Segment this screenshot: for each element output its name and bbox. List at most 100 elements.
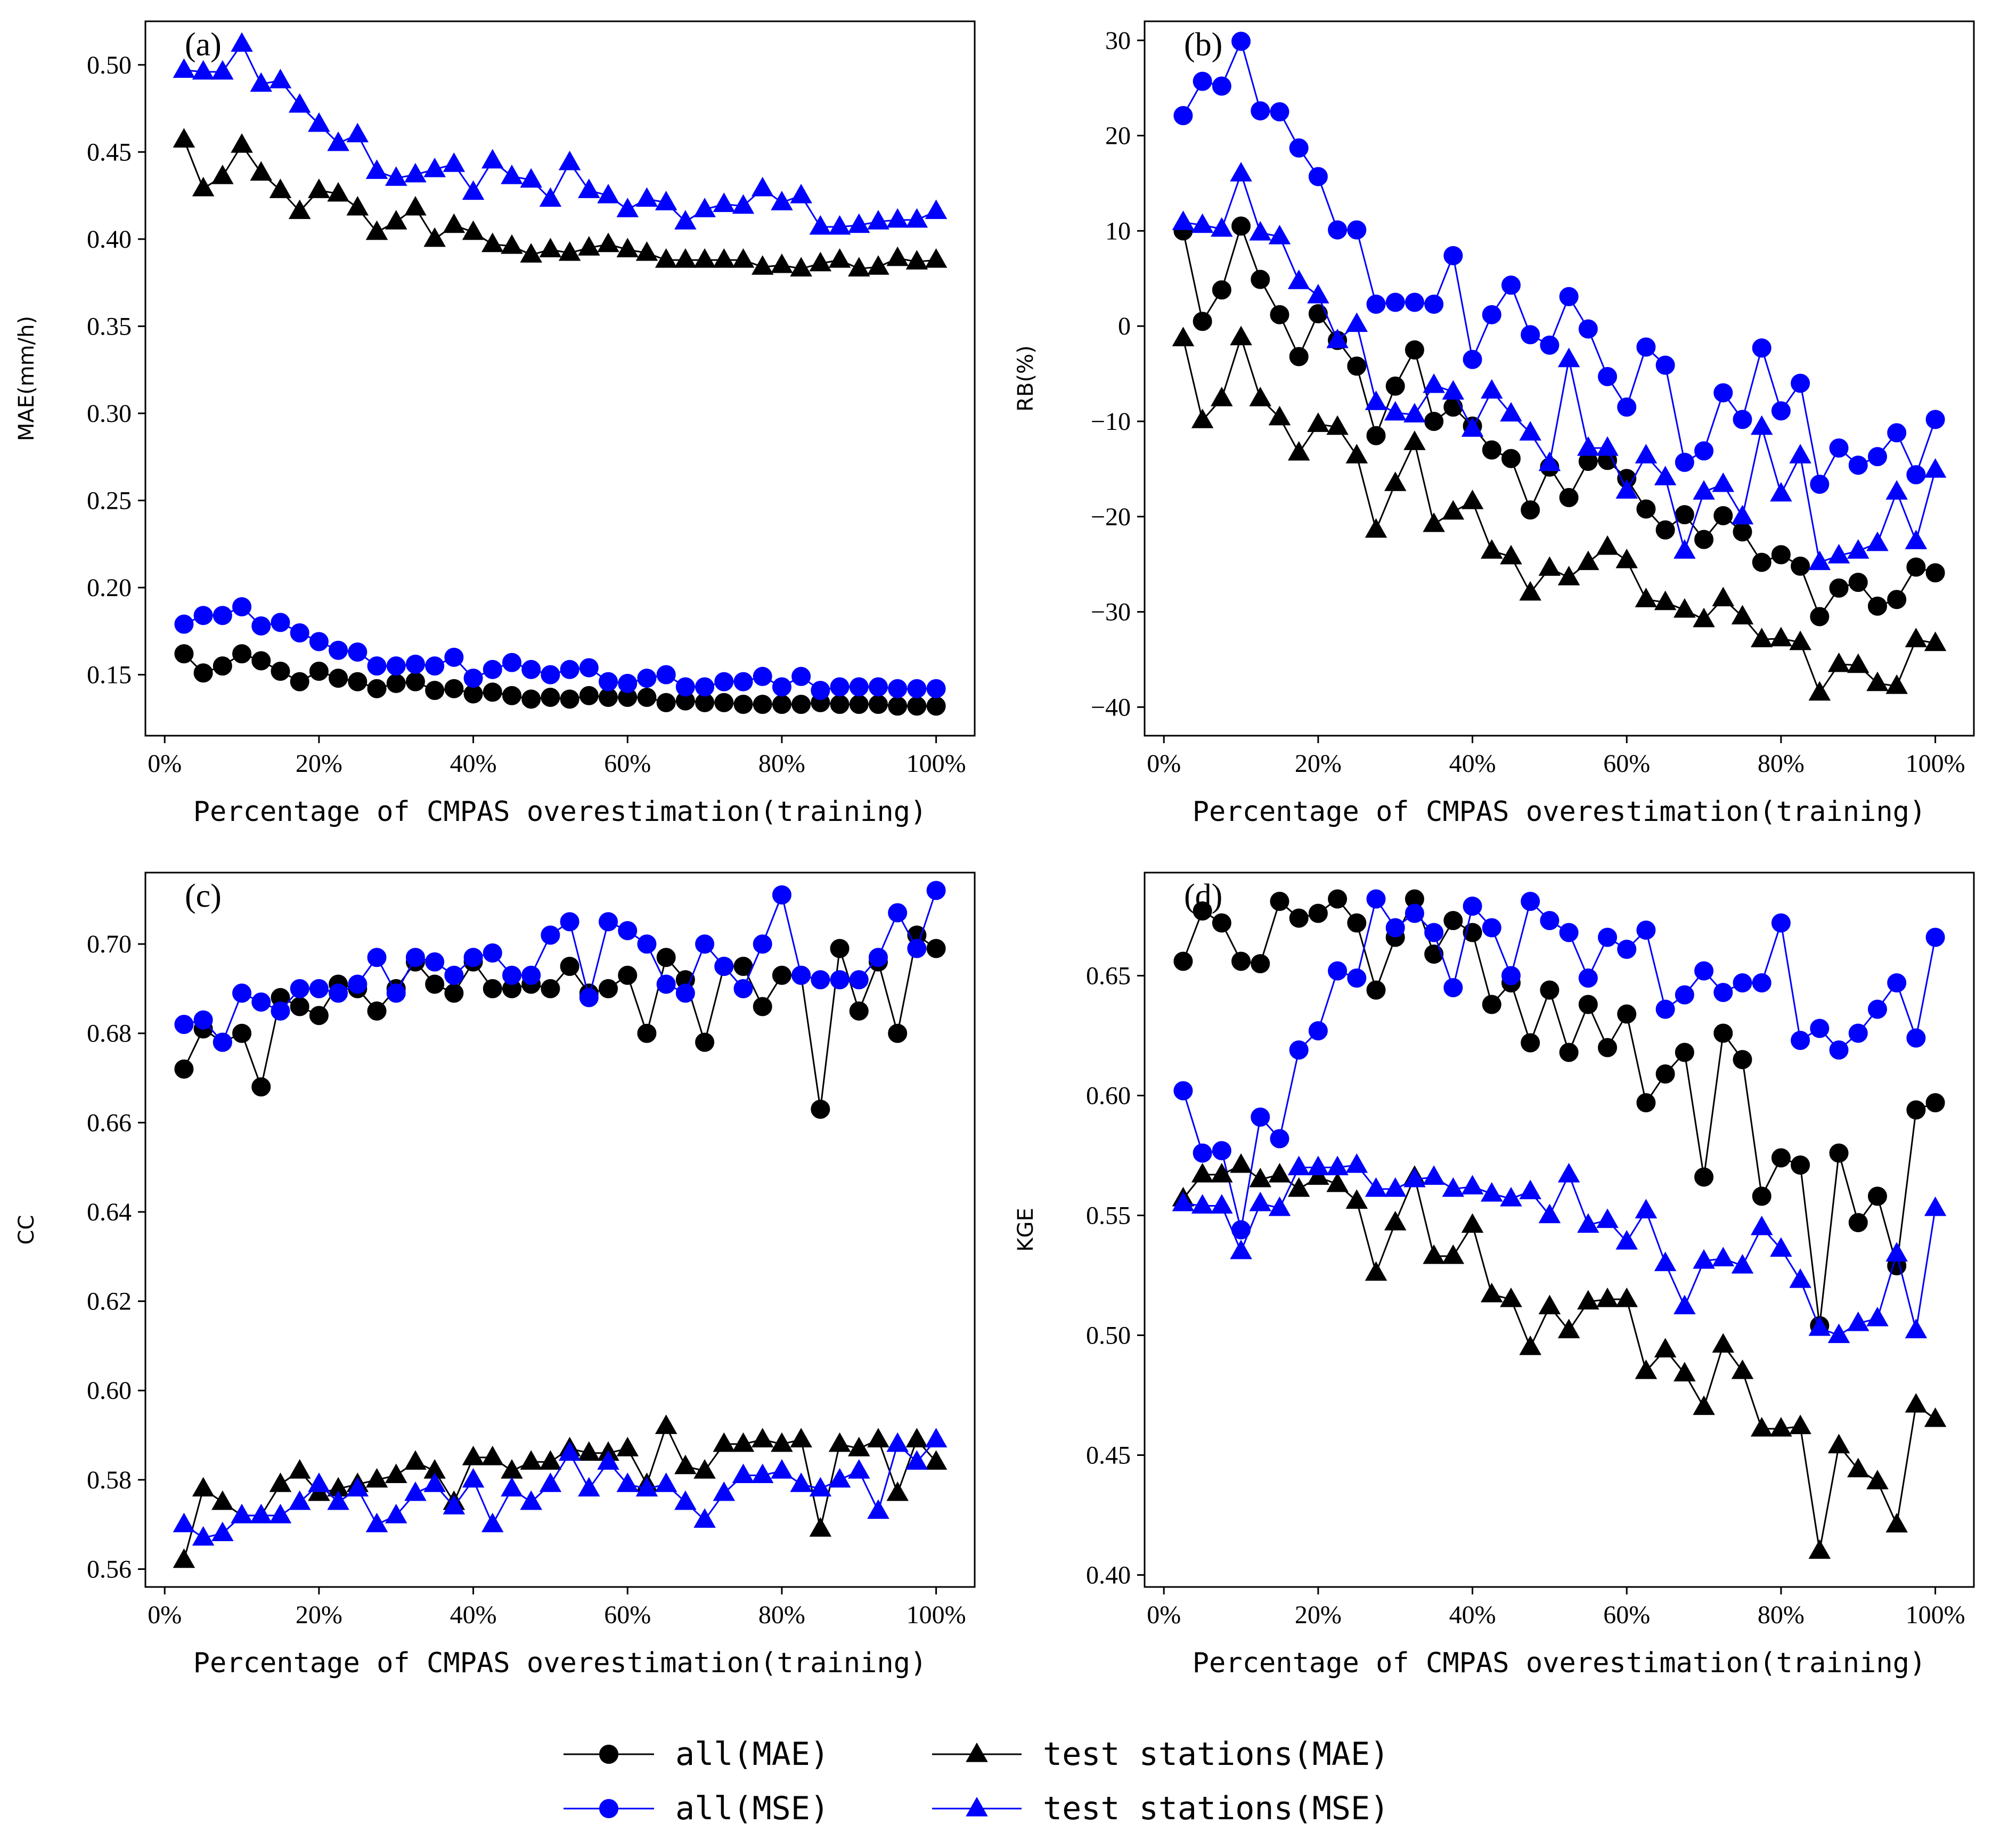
data-point	[1519, 581, 1541, 601]
x-axis-label: Percentage of CMPAS overestimation(train…	[193, 1647, 927, 1679]
data-point	[348, 642, 368, 662]
data-point	[271, 613, 290, 632]
data-point	[1345, 312, 1368, 332]
panel-label: (a)	[185, 27, 222, 63]
data-point	[1693, 607, 1715, 628]
data-point	[1848, 1023, 1868, 1043]
data-point	[211, 1490, 234, 1510]
data-point	[1193, 312, 1212, 331]
data-point	[1808, 550, 1831, 571]
data-point	[1172, 1191, 1195, 1211]
data-point	[521, 965, 541, 985]
data-point	[1808, 1539, 1831, 1559]
data-point	[809, 1477, 832, 1497]
data-point	[1750, 1416, 1773, 1437]
data-point	[1347, 220, 1367, 240]
data-point	[1461, 490, 1484, 509]
data-point	[1906, 557, 1926, 577]
y-tick-label: −40	[1091, 693, 1131, 721]
data-point	[329, 640, 348, 660]
data-point	[732, 248, 755, 268]
data-point	[327, 1490, 349, 1510]
data-point	[1848, 1213, 1868, 1232]
data-point	[1211, 1162, 1233, 1183]
data-point	[231, 32, 253, 52]
data-point	[1810, 1019, 1830, 1038]
data-point	[539, 1450, 562, 1470]
data-point	[1308, 304, 1328, 323]
data-point	[1617, 397, 1637, 417]
data-point	[520, 1490, 542, 1510]
data-point	[1771, 913, 1791, 933]
data-point	[1463, 349, 1482, 369]
y-tick-label: 0.50	[1086, 1322, 1131, 1350]
data-point	[481, 232, 504, 253]
x-tick-label: 20%	[1295, 750, 1342, 778]
data-point	[1403, 430, 1426, 450]
data-point	[925, 1428, 948, 1447]
data-point	[404, 162, 427, 183]
data-point	[483, 979, 502, 998]
data-point	[308, 112, 330, 132]
data-point	[462, 1445, 485, 1466]
data-point	[1231, 31, 1251, 51]
data-point	[560, 957, 579, 976]
data-point	[192, 1477, 215, 1497]
series-line	[183, 933, 937, 1110]
series-all(MSE)	[174, 881, 946, 1052]
data-point	[1905, 530, 1928, 549]
data-point	[753, 934, 772, 954]
data-point	[541, 665, 560, 685]
data-point	[655, 1414, 677, 1434]
data-point	[1791, 373, 1810, 393]
series-test stations(MSE)	[1172, 162, 1947, 571]
data-point	[635, 1477, 658, 1497]
data-point	[1347, 356, 1367, 376]
data-point	[1557, 1318, 1580, 1339]
data-point	[1482, 918, 1501, 938]
data-point	[1384, 1177, 1407, 1197]
data-point	[772, 677, 791, 697]
data-point	[1925, 1093, 1945, 1112]
data-point	[772, 885, 791, 905]
data-point	[1366, 980, 1386, 1000]
data-point	[1635, 1199, 1658, 1219]
data-point	[618, 673, 638, 693]
data-point	[1847, 539, 1869, 559]
data-point	[828, 1468, 851, 1488]
data-point	[1193, 1143, 1212, 1163]
data-point	[1578, 319, 1598, 339]
data-point	[1519, 421, 1541, 441]
data-point	[868, 677, 888, 697]
data-point	[849, 677, 869, 697]
data-point	[753, 666, 772, 686]
data-point	[809, 251, 832, 272]
data-point	[1675, 452, 1694, 472]
data-point	[1481, 379, 1503, 399]
data-point	[1211, 217, 1233, 237]
data-point	[1924, 1196, 1947, 1216]
data-point	[329, 669, 348, 688]
data-point	[1771, 401, 1791, 421]
data-point	[1289, 908, 1309, 928]
data-point	[192, 1526, 215, 1546]
data-point	[907, 679, 927, 698]
data-point	[423, 157, 446, 177]
data-point	[1596, 1208, 1619, 1228]
data-point	[771, 191, 793, 210]
data-point	[1443, 246, 1463, 265]
data-point	[192, 176, 215, 197]
data-point	[1713, 1023, 1733, 1043]
x-tick-label: 100%	[1906, 1601, 1965, 1629]
data-point	[733, 979, 753, 998]
y-tick-label: 0.35	[87, 312, 132, 340]
data-point	[771, 1459, 793, 1479]
series-test stations(MAE)	[173, 128, 948, 277]
data-point	[1615, 548, 1638, 568]
panel-d: 0% 20% 40% 60% 80% 100% 0.40 0.45 0.50 0.55 0.60 0.…	[1014, 872, 1975, 1679]
x-axis-label: Percentage of CMPAS overestimation(train…	[193, 796, 927, 828]
data-point	[1500, 1287, 1522, 1307]
data-point	[579, 988, 599, 1007]
data-point	[269, 1503, 292, 1524]
data-point	[520, 1450, 542, 1470]
